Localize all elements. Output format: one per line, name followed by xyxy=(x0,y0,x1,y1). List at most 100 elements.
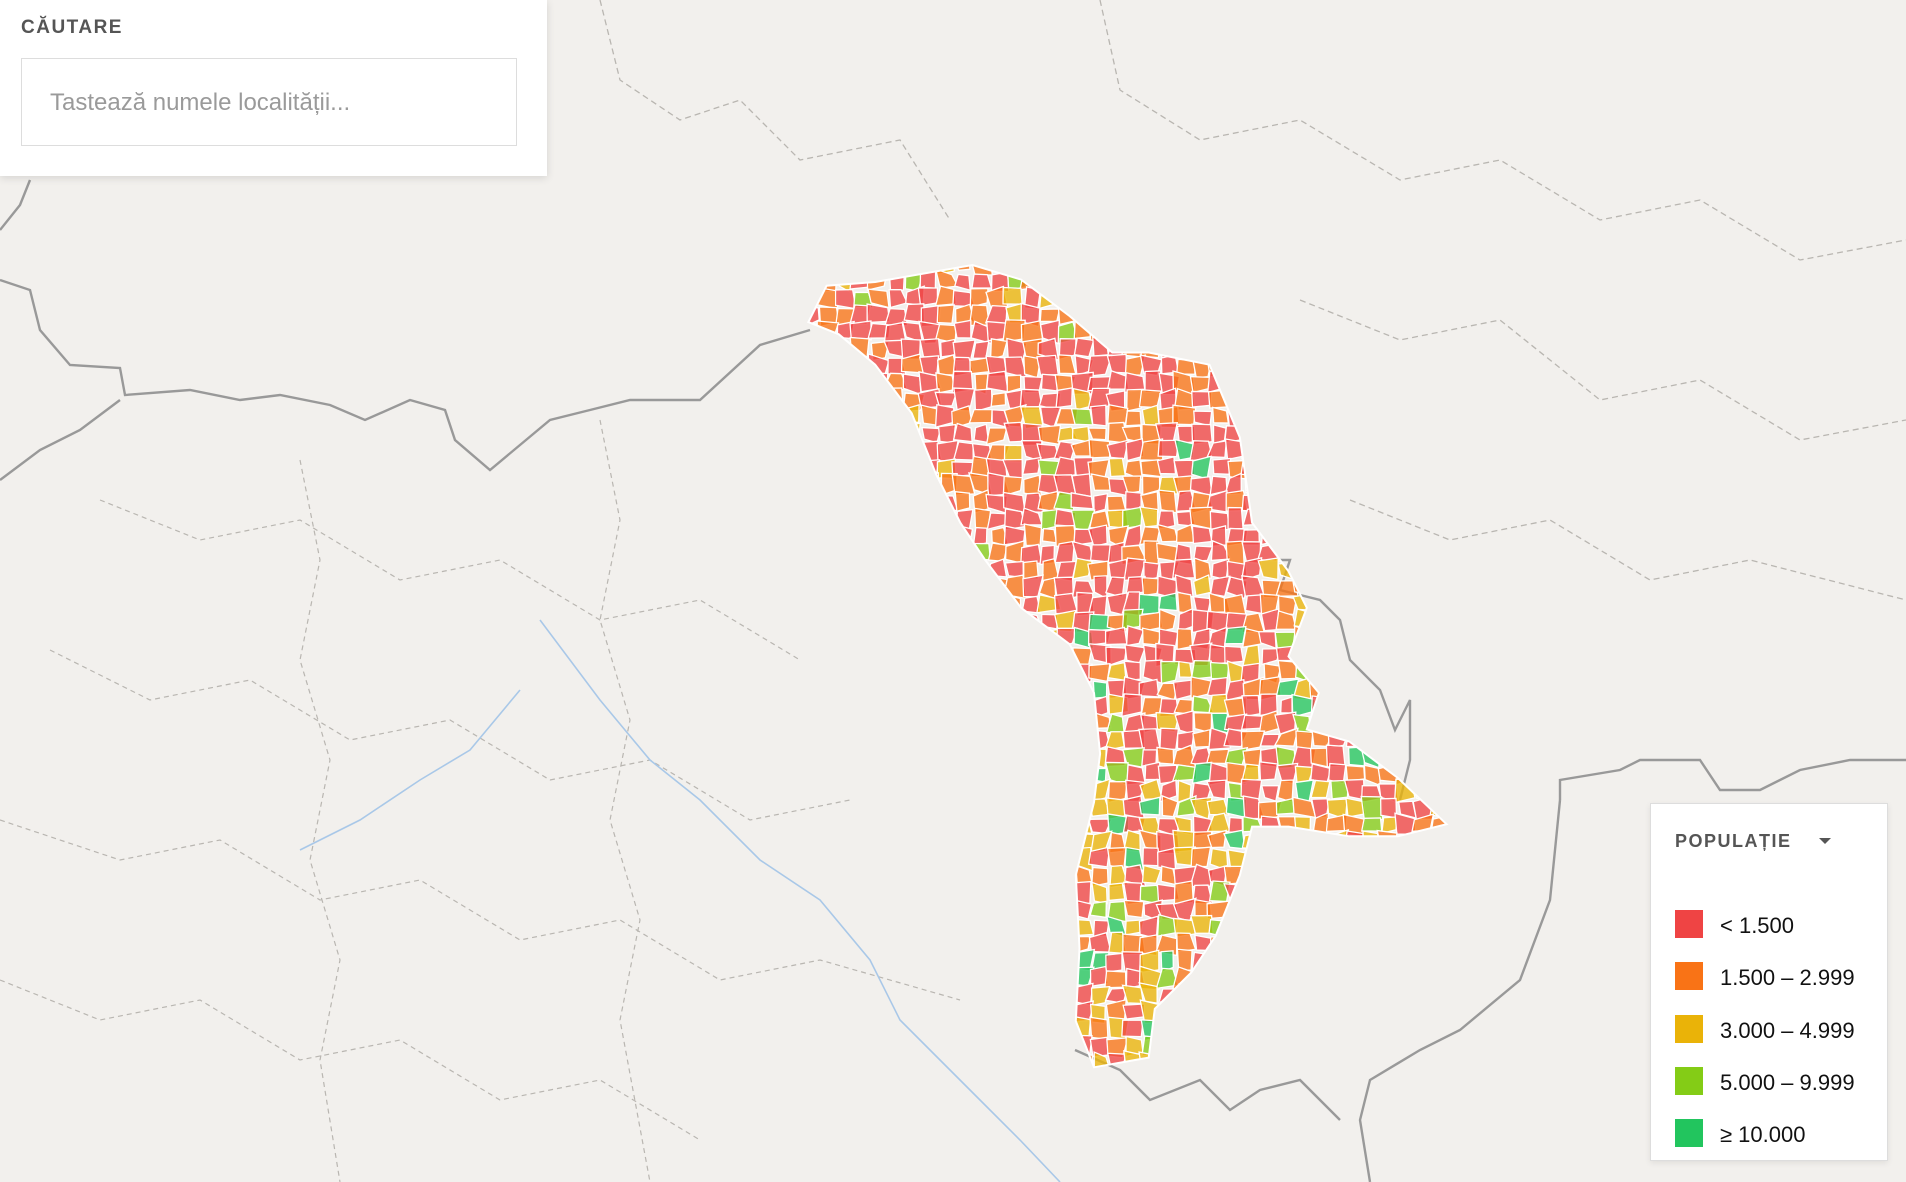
locality xyxy=(1292,489,1312,515)
locality xyxy=(1345,372,1368,394)
locality xyxy=(918,490,941,513)
locality xyxy=(866,421,892,443)
locality xyxy=(1295,265,1313,275)
locality xyxy=(869,608,888,632)
locality xyxy=(1087,846,1111,868)
locality xyxy=(1410,609,1436,630)
locality xyxy=(1430,610,1447,630)
locality xyxy=(1293,559,1317,583)
locality xyxy=(1309,971,1329,988)
locality xyxy=(1343,407,1365,427)
legend-title[interactable]: POPULAȚIE xyxy=(1675,831,1792,851)
locality xyxy=(808,507,824,532)
locality xyxy=(969,574,991,597)
locality xyxy=(1244,1069,1264,1087)
locality xyxy=(1227,265,1245,277)
locality xyxy=(1277,1002,1295,1025)
locality xyxy=(902,680,925,700)
locality xyxy=(1041,950,1059,973)
locality xyxy=(1293,900,1315,922)
locality xyxy=(1004,796,1022,815)
locality xyxy=(852,511,874,529)
locality xyxy=(851,593,872,615)
locality xyxy=(1428,676,1447,701)
locality xyxy=(1345,934,1367,955)
locality xyxy=(1022,1021,1045,1041)
locality xyxy=(1121,693,1143,718)
locality xyxy=(1189,265,1209,271)
locality xyxy=(1156,1016,1181,1039)
locality xyxy=(1342,438,1367,462)
locality xyxy=(1261,357,1277,379)
locality xyxy=(849,1003,875,1022)
locality xyxy=(900,471,924,497)
locality xyxy=(833,1033,857,1056)
locality xyxy=(851,559,874,580)
locality xyxy=(1054,659,1074,685)
locality xyxy=(834,714,855,736)
locality xyxy=(1394,883,1416,901)
locality xyxy=(808,544,824,562)
locality xyxy=(1429,694,1447,718)
locality xyxy=(1325,336,1347,358)
locality xyxy=(940,1066,957,1068)
locality xyxy=(808,422,819,442)
locality xyxy=(1279,1034,1299,1055)
locality xyxy=(1190,1053,1214,1068)
locality xyxy=(1209,287,1226,306)
locality xyxy=(817,421,840,444)
locality xyxy=(887,524,905,543)
locality xyxy=(905,847,921,872)
locality xyxy=(808,577,823,600)
locality xyxy=(1429,524,1447,549)
locality xyxy=(1359,303,1385,328)
locality xyxy=(1209,1071,1230,1087)
locality xyxy=(1121,475,1142,495)
locality xyxy=(1327,696,1350,717)
locality xyxy=(1070,492,1094,510)
locality xyxy=(1361,899,1383,923)
locality xyxy=(920,523,937,547)
locality xyxy=(883,935,908,957)
locality xyxy=(1070,694,1090,714)
locality xyxy=(1072,899,1093,920)
locality xyxy=(1290,1033,1317,1056)
locality xyxy=(1002,1053,1023,1068)
locality xyxy=(1006,337,1028,361)
locality xyxy=(1138,981,1158,1004)
locality xyxy=(1395,541,1419,564)
locality xyxy=(952,698,974,716)
locality xyxy=(1174,1004,1196,1024)
locality xyxy=(934,391,958,407)
locality xyxy=(1140,490,1160,513)
legend-swatch xyxy=(1675,962,1703,991)
locality xyxy=(971,680,994,702)
locality xyxy=(1056,727,1074,748)
locality xyxy=(955,830,976,854)
locality xyxy=(1292,951,1316,971)
locality xyxy=(1242,320,1265,339)
locality xyxy=(1312,421,1332,443)
locality xyxy=(1359,505,1381,531)
search-panel: CĂUTARE Tastează numele localității... xyxy=(0,0,547,176)
locality xyxy=(1445,710,1447,735)
locality xyxy=(831,597,857,613)
locality xyxy=(1006,1037,1025,1056)
locality xyxy=(808,712,823,734)
locality xyxy=(953,319,972,339)
moldova-localities xyxy=(807,263,1449,1087)
locality xyxy=(1364,949,1384,971)
locality xyxy=(1087,427,1107,441)
locality xyxy=(952,422,973,443)
locality xyxy=(1327,680,1347,701)
locality xyxy=(1331,917,1349,939)
locality xyxy=(1381,1000,1401,1023)
search-input[interactable]: Tastează numele localității... xyxy=(21,58,517,146)
locality xyxy=(1412,305,1430,327)
locality xyxy=(849,1052,872,1068)
locality xyxy=(901,931,924,953)
locality xyxy=(1413,1050,1431,1068)
locality xyxy=(1057,354,1077,375)
locality xyxy=(991,731,1010,752)
locality xyxy=(818,370,838,393)
